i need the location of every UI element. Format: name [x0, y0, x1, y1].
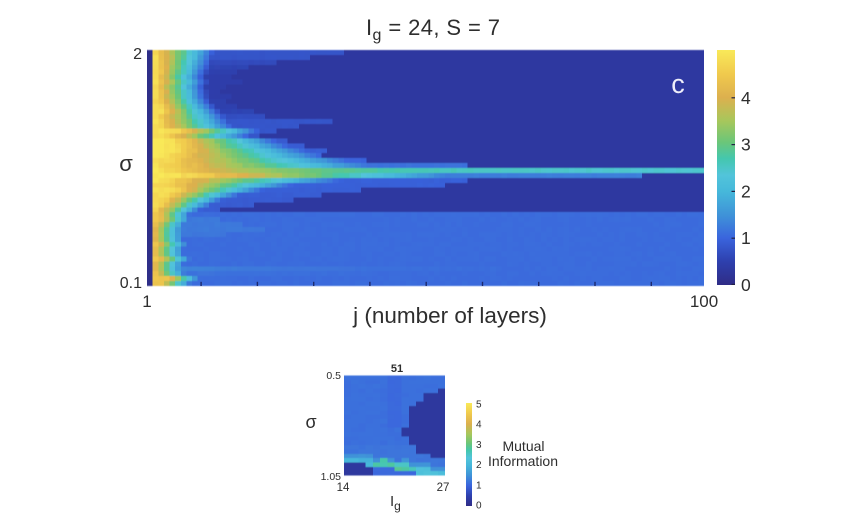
svg-text:j (number of layers): j (number of layers) — [352, 303, 547, 328]
svg-text:100: 100 — [690, 292, 718, 311]
svg-text:Mutual: Mutual — [502, 438, 544, 454]
svg-text:σ: σ — [119, 151, 133, 176]
svg-text:4: 4 — [476, 420, 482, 431]
svg-text:2: 2 — [133, 46, 142, 63]
svg-text:14: 14 — [337, 482, 350, 494]
svg-text:Information: Information — [488, 453, 558, 469]
svg-text:0: 0 — [741, 275, 751, 295]
svg-text:4: 4 — [741, 88, 751, 108]
svg-text:3: 3 — [741, 135, 751, 155]
svg-text:27: 27 — [437, 482, 450, 494]
svg-text:0.1: 0.1 — [120, 275, 142, 292]
svg-text:2: 2 — [741, 181, 751, 201]
svg-text:1: 1 — [741, 228, 751, 248]
svg-text:1: 1 — [142, 292, 151, 311]
svg-text:c: c — [671, 69, 685, 99]
svg-text:51: 51 — [391, 363, 403, 375]
svg-text:σ: σ — [305, 412, 316, 432]
svg-text:5: 5 — [476, 400, 482, 411]
svg-text:1.05: 1.05 — [321, 471, 342, 483]
svg-text:2: 2 — [476, 460, 482, 471]
svg-text:0: 0 — [476, 501, 482, 512]
svg-text:0.5: 0.5 — [326, 370, 341, 382]
svg-text:3: 3 — [476, 440, 482, 451]
svg-text:Ig = 24, S = 7: Ig = 24, S = 7 — [366, 15, 500, 44]
svg-text:Ig: Ig — [390, 493, 401, 513]
svg-text:1: 1 — [476, 480, 482, 491]
